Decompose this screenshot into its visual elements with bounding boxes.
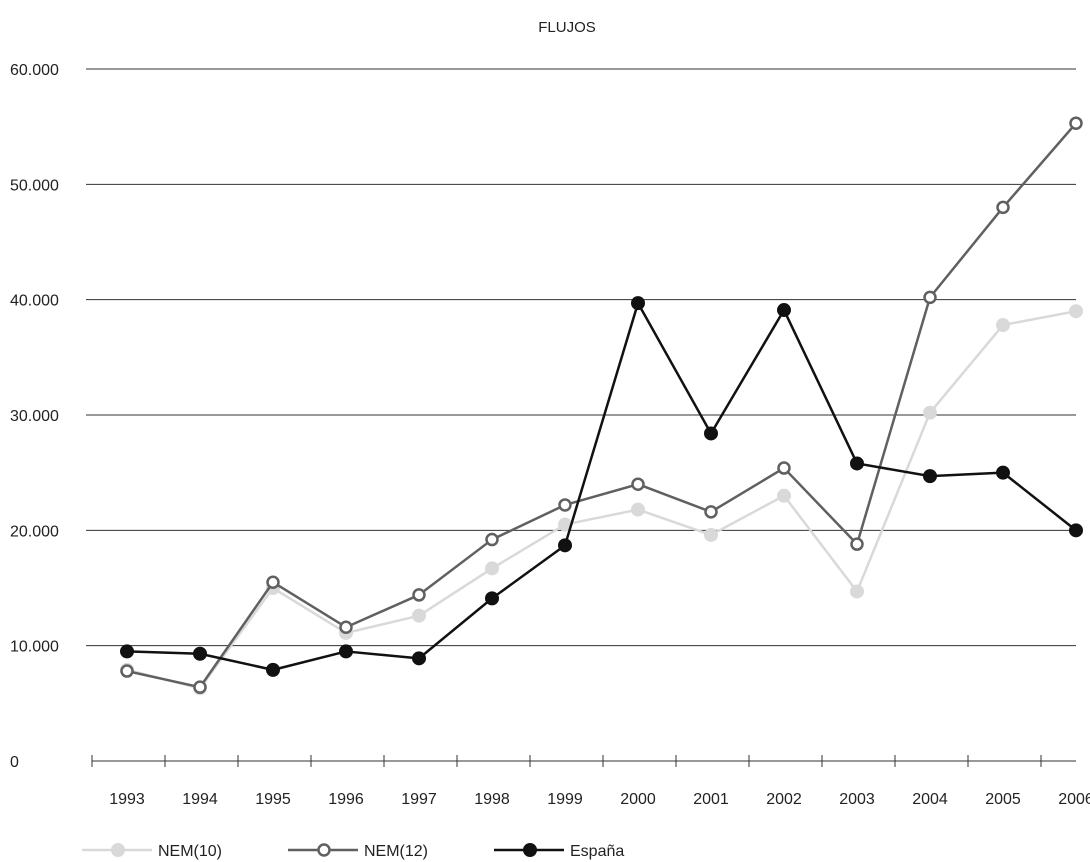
y-tick-label: 0 (10, 754, 19, 771)
data-point (340, 645, 353, 658)
data-point (705, 427, 718, 440)
data-point (413, 652, 426, 665)
x-tick-label: 2001 (693, 791, 729, 808)
series-line (127, 123, 1076, 687)
data-point (1070, 524, 1083, 537)
data-point (413, 609, 426, 622)
y-tick-label: 40.000 (10, 293, 59, 310)
legend-item: España (494, 843, 624, 860)
data-point (1071, 118, 1082, 129)
legend-marker (319, 845, 330, 856)
legend-marker (524, 844, 537, 857)
series-group (121, 118, 1083, 695)
data-point (924, 470, 937, 483)
legend-item: NEM(12) (288, 843, 428, 860)
data-point (487, 534, 498, 545)
data-point (559, 539, 572, 552)
data-point (997, 319, 1010, 332)
legend-label: NEM(12) (364, 843, 428, 860)
data-point (195, 682, 206, 693)
data-point (486, 592, 499, 605)
x-tick-label: 2004 (912, 791, 948, 808)
y-tick-label: 30.000 (10, 408, 59, 425)
x-tick-label: 1999 (547, 791, 583, 808)
data-point (851, 585, 864, 598)
x-tick-label: 2005 (985, 791, 1021, 808)
data-point (632, 297, 645, 310)
legend: NEM(10) NEM(12) España (82, 843, 624, 860)
x-tick-label: 1996 (328, 791, 364, 808)
series-line (127, 303, 1076, 670)
legend-label: NEM(10) (158, 843, 222, 860)
series-0 (121, 305, 1083, 695)
data-point (778, 304, 791, 317)
data-point (925, 292, 936, 303)
data-point (779, 463, 790, 474)
y-tick-label: 10.000 (10, 639, 59, 656)
y-tick-label: 50.000 (10, 177, 59, 194)
data-point (633, 479, 644, 490)
x-tick-label: 1995 (255, 791, 291, 808)
x-tick-label: 1998 (474, 791, 510, 808)
series-2 (121, 297, 1083, 677)
data-point (997, 466, 1010, 479)
x-tick-label: 2000 (620, 791, 656, 808)
data-point (778, 489, 791, 502)
data-point (851, 457, 864, 470)
data-point (924, 406, 937, 419)
legend-label: España (570, 843, 624, 860)
y-axis-labels: 0 10.000 20.000 30.000 40.000 50.000 60.000 (10, 62, 59, 771)
data-point (194, 647, 207, 660)
data-point (486, 562, 499, 575)
x-tick-label: 1993 (109, 791, 145, 808)
data-point (341, 622, 352, 633)
data-point (632, 503, 645, 516)
data-point (560, 499, 571, 510)
data-point (268, 577, 279, 588)
y-tick-label: 20.000 (10, 523, 59, 540)
x-tick-label: 2003 (839, 791, 875, 808)
data-point (705, 528, 718, 541)
x-tick-label: 2002 (766, 791, 802, 808)
x-tick-label: 1994 (182, 791, 218, 808)
legend-item: NEM(10) (82, 843, 222, 860)
chart-title: FLUJOS (538, 19, 596, 36)
data-point (1070, 305, 1083, 318)
gridlines (86, 69, 1076, 646)
data-point (267, 663, 280, 676)
data-point (122, 666, 133, 677)
data-point (852, 539, 863, 550)
y-tick-label: 60.000 (10, 62, 59, 79)
legend-marker (112, 844, 125, 857)
data-point (414, 589, 425, 600)
series-line (127, 311, 1076, 688)
data-point (998, 202, 1009, 213)
data-point (121, 645, 134, 658)
x-tick-label: 2006 (1058, 791, 1090, 808)
x-axis: 1993 1994 1995 1996 1997 1998 1999 2000 2001 2002… (92, 755, 1090, 808)
x-tick-label: 1997 (401, 791, 437, 808)
data-point (706, 506, 717, 517)
